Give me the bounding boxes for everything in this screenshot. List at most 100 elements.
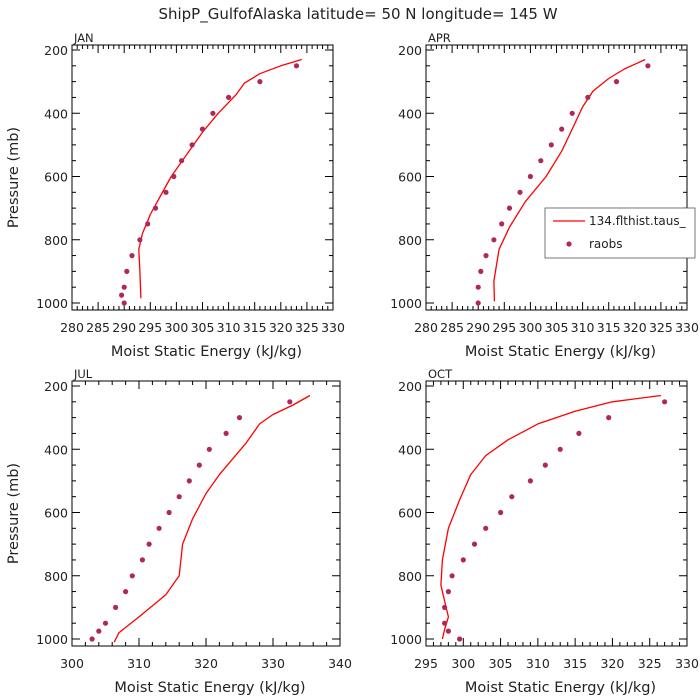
- y-tick-label: 600: [398, 506, 422, 521]
- panel-jan: 280 285 290 295 300 305 310 315 320 325 330 200 400 6…: [6, 31, 345, 360]
- raobs-point: [129, 253, 135, 259]
- y-tick-label: 400: [44, 106, 68, 121]
- raobs-point: [119, 292, 125, 298]
- raobs-point: [445, 628, 451, 634]
- x-tick-label: 295: [492, 320, 516, 335]
- y-tick-label: 800: [398, 233, 422, 248]
- raobs-point: [196, 462, 202, 468]
- y-axis-label: Pressure (mb): [6, 127, 22, 228]
- x-tick-label: 325: [649, 320, 673, 335]
- figure-title: ShipP_GulfofAlaska latitude= 50 N longit…: [158, 5, 557, 24]
- raobs-point: [457, 636, 463, 642]
- raobs-point: [527, 478, 534, 484]
- y-tick-label: 200: [44, 379, 68, 394]
- raobs-point: [89, 636, 95, 642]
- model-series-line: [440, 394, 661, 640]
- panel-apr: 280 285 290 295 300 305 310 315 320 325 330 200 400 6…: [390, 31, 699, 360]
- raobs-point: [645, 63, 651, 69]
- raobs-point: [483, 253, 489, 259]
- raobs-point: [662, 399, 668, 405]
- x-tick-label: 290: [466, 320, 490, 335]
- raobs-point: [113, 604, 119, 611]
- model-series-line: [138, 58, 302, 299]
- x-tick-label: 295: [138, 320, 162, 335]
- raobs-point: [491, 237, 497, 243]
- raobs-point: [442, 604, 448, 611]
- y-tick-label: 1000: [390, 296, 422, 311]
- raobs-point: [123, 589, 129, 595]
- x-tick-label: 320: [623, 320, 647, 335]
- raobs-point: [223, 430, 229, 436]
- x-tick-label: 315: [563, 656, 587, 671]
- raobs-point: [236, 415, 243, 421]
- y-tick-label: 400: [398, 106, 422, 121]
- plot-frame: [425, 44, 688, 311]
- raobs-point: [576, 430, 582, 436]
- raobs-point: [445, 589, 451, 595]
- raobs-point: [129, 573, 135, 579]
- raobs-point: [186, 478, 192, 484]
- x-tick-label: 325: [295, 320, 319, 335]
- panel-label: JAN: [73, 31, 94, 45]
- y-tick-label: 400: [44, 442, 68, 457]
- x-tick-label: 310: [127, 656, 151, 671]
- legend: 134.flthist.taus_raobs: [544, 207, 696, 259]
- raobs-point: [569, 110, 575, 116]
- raobs-point: [293, 63, 300, 69]
- raobs-point: [509, 494, 515, 500]
- y-tick-label: 1000: [390, 632, 422, 647]
- legend-box: [544, 207, 696, 259]
- raobs-point: [538, 158, 544, 164]
- raobs-point: [171, 173, 177, 180]
- raobs-point: [96, 628, 102, 634]
- x-tick-label: 285: [440, 320, 464, 335]
- raobs-point: [121, 300, 127, 306]
- panel-label: OCT: [428, 367, 453, 381]
- raobs-point: [527, 173, 534, 180]
- x-axis-label: Moist Static Energy (kJ/kg): [465, 344, 656, 360]
- y-tick-label: 800: [398, 569, 422, 584]
- x-tick-label: 280: [414, 320, 438, 335]
- raobs-point: [478, 268, 484, 274]
- raobs-point: [166, 509, 172, 516]
- x-tick-label: 330: [261, 656, 285, 671]
- y-tick-label: 600: [44, 170, 68, 185]
- raobs-point: [226, 94, 232, 100]
- raobs-point: [585, 94, 591, 100]
- panel-label: APR: [428, 31, 451, 45]
- raobs-point: [199, 126, 206, 132]
- raobs-point: [557, 446, 563, 452]
- raobs-point: [475, 284, 481, 290]
- plot-frame: [425, 380, 688, 647]
- raobs-point: [163, 189, 169, 195]
- raobs-point: [499, 221, 505, 227]
- raobs-point: [548, 142, 554, 148]
- raobs-point: [189, 142, 195, 148]
- x-tick-label: 330: [321, 320, 345, 335]
- x-tick-label: 310: [571, 320, 595, 335]
- x-tick-label: 300: [518, 320, 542, 335]
- y-axis-label: Pressure (mb): [6, 463, 22, 564]
- x-tick-label: 315: [597, 320, 621, 335]
- y-tick-label: 600: [44, 506, 68, 521]
- raobs-point: [156, 525, 162, 531]
- raobs-point: [139, 557, 145, 563]
- raobs-point: [124, 268, 130, 274]
- x-tick-label: 310: [217, 320, 241, 335]
- x-tick-label: 330: [675, 656, 699, 671]
- raobs-point: [517, 189, 523, 195]
- raobs-point: [206, 446, 212, 452]
- plot-frame: [71, 380, 341, 647]
- panel-jul: 300 310 320 330 340 200 400 600 800 1000 JUL Moist …: [6, 367, 352, 696]
- x-tick-label: 320: [194, 656, 218, 671]
- raobs-point: [613, 79, 620, 85]
- x-tick-label: 320: [600, 656, 624, 671]
- model-series-line: [493, 58, 646, 302]
- raobs-point: [542, 462, 548, 468]
- y-tick-label: 800: [44, 569, 68, 584]
- legend-label-model: 134.flthist.taus_: [589, 214, 687, 228]
- x-tick-label: 305: [489, 656, 513, 671]
- raobs-point: [210, 110, 216, 116]
- x-axis-label: Moist Static Energy (kJ/kg): [114, 680, 305, 696]
